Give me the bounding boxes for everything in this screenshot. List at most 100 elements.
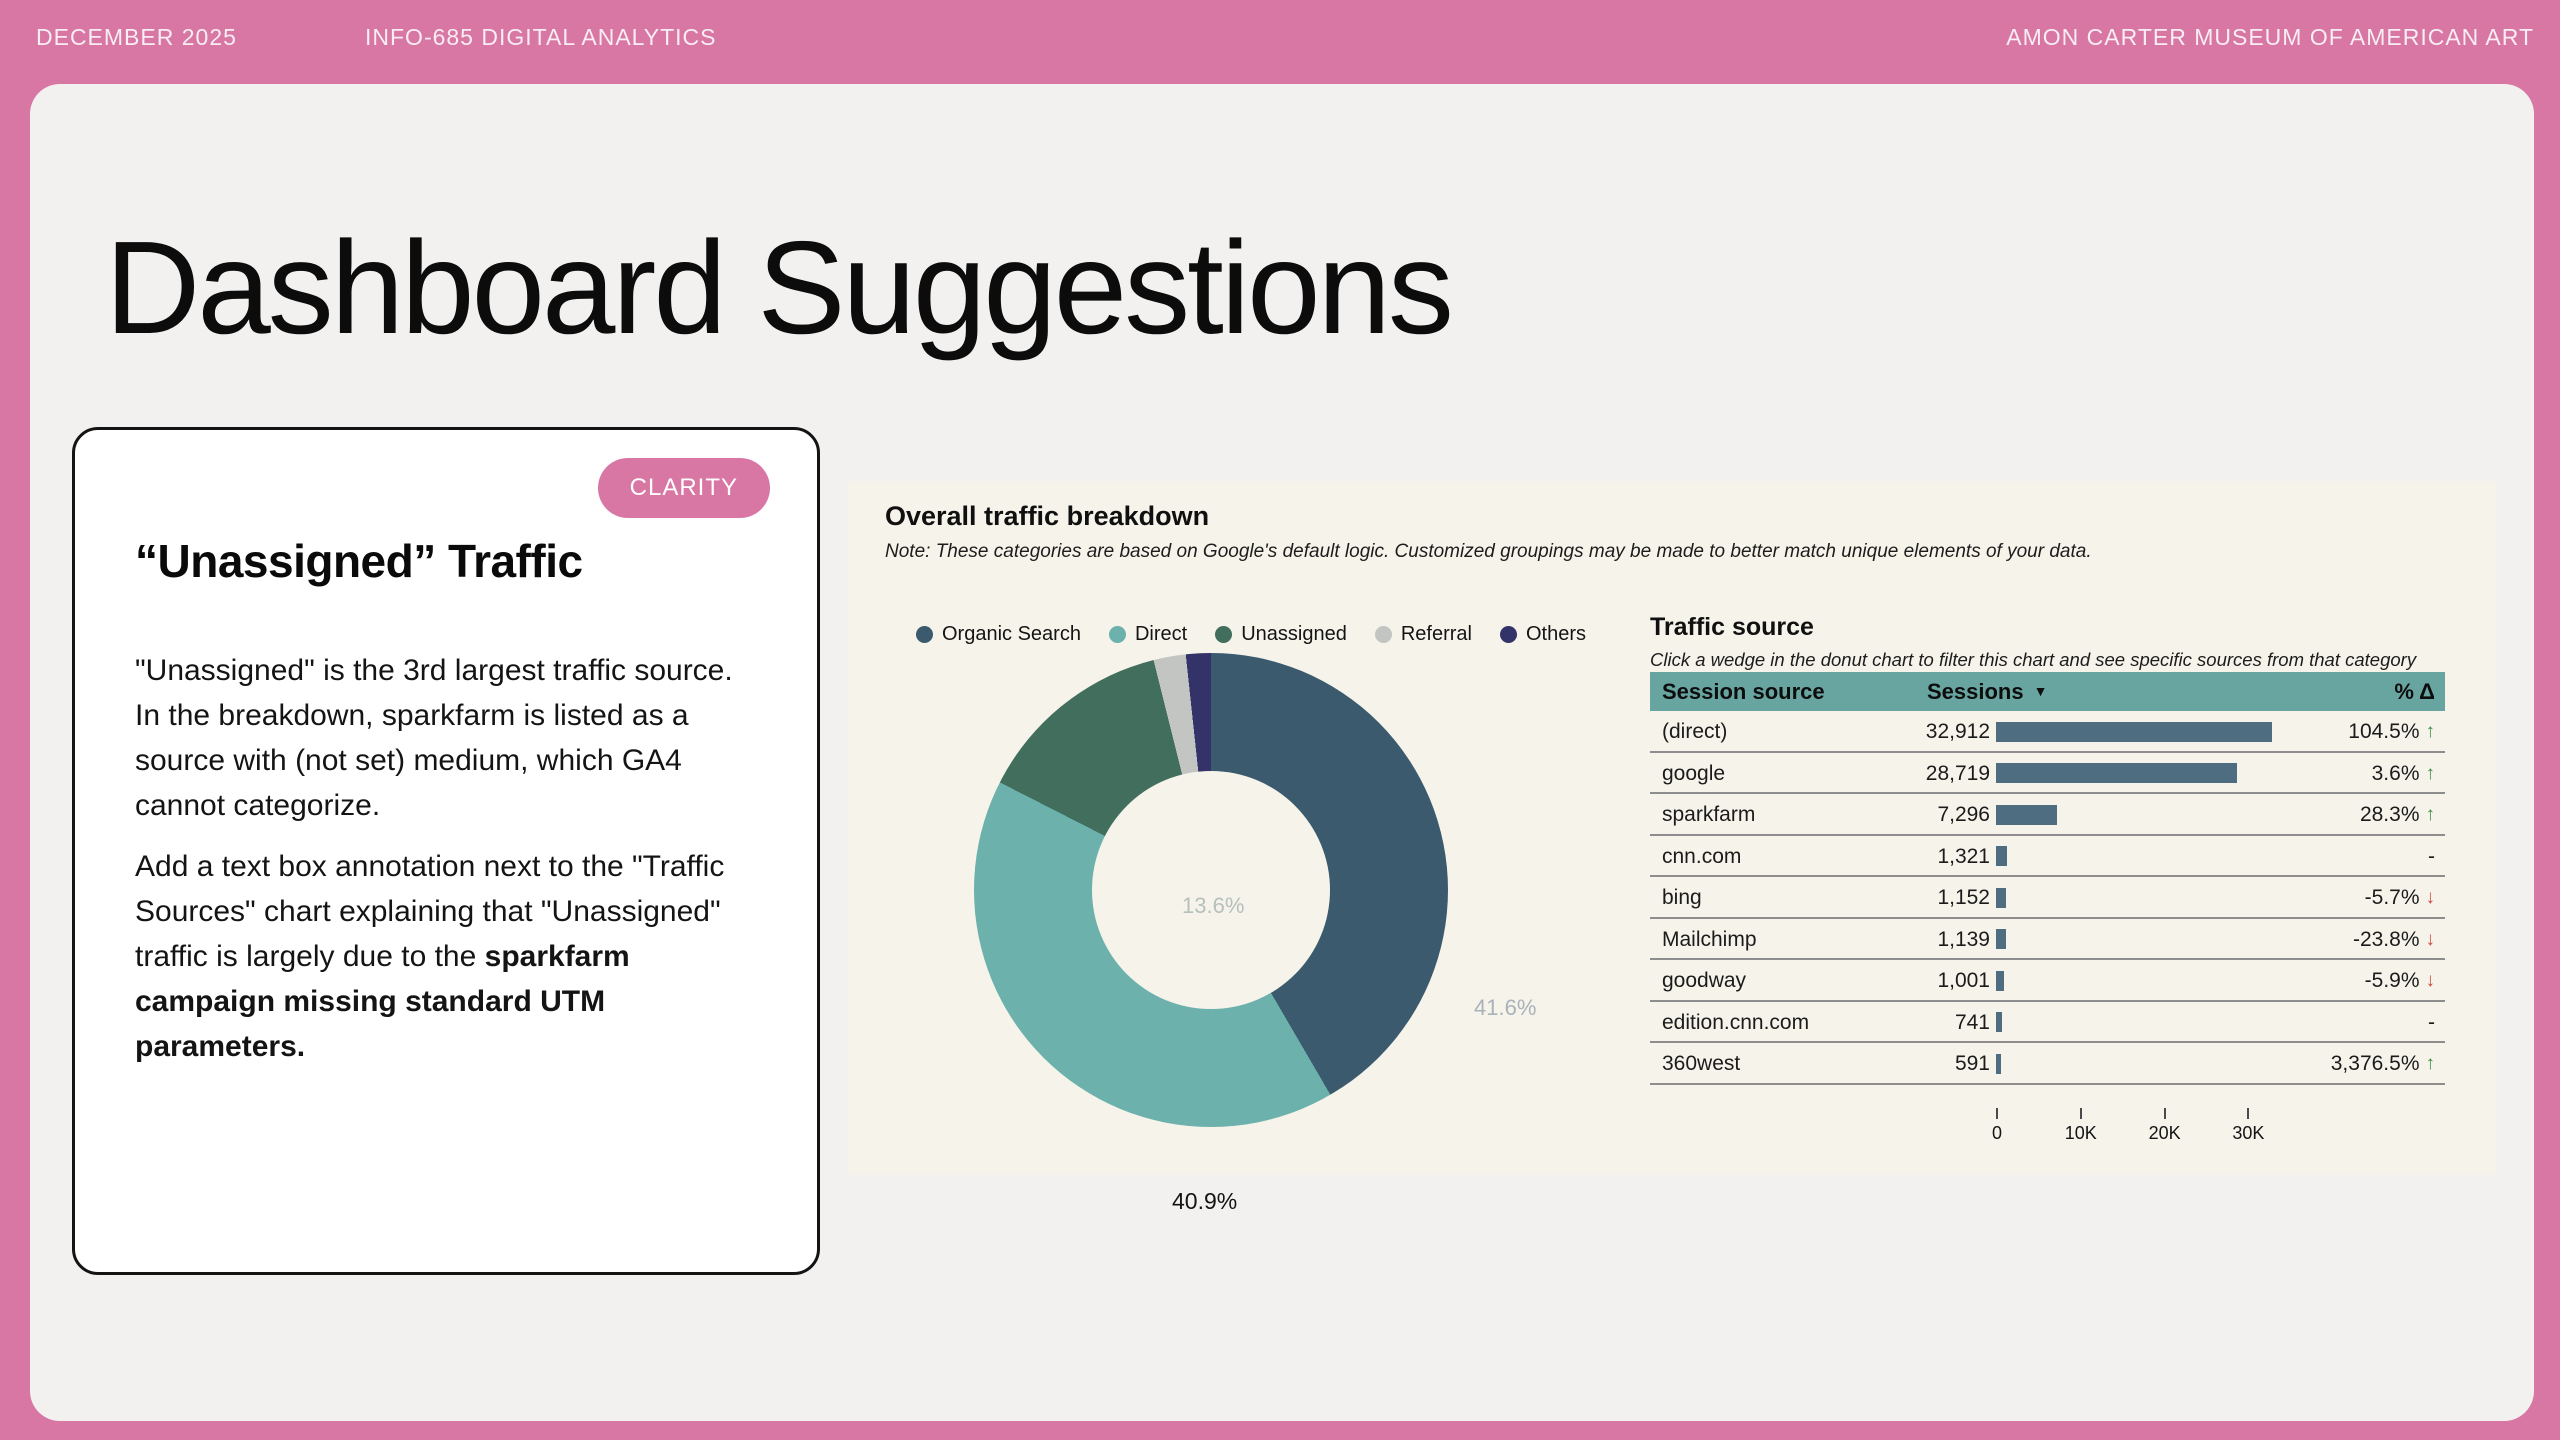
delta-value: -5.7% <box>2364 886 2420 909</box>
donut-legend: Organic Search Direct Unassigned Referra… <box>916 623 1586 646</box>
percent-delta-cell: -23.8% ↓ <box>2353 919 2435 961</box>
sessions-axis: 0 10K 20K 30K <box>1650 1103 2445 1163</box>
suggestion-title: “Unassigned” Traffic <box>135 535 583 587</box>
sessions-bar <box>1996 846 2008 866</box>
percent-delta-cell: -5.7% ↓ <box>2365 877 2435 919</box>
dashboard-title: Overall traffic breakdown <box>885 501 1210 531</box>
sessions-value-cell: 1,152 <box>1937 886 1990 909</box>
delta-value: 3,376.5% <box>2330 1052 2420 1075</box>
sessions-bar <box>1996 804 2058 825</box>
delta-value: 28.3% <box>2359 803 2420 826</box>
legend-item[interactable]: Referral <box>1374 623 1472 646</box>
table-row[interactable]: cnn.com 1,321 - <box>1650 836 2445 877</box>
page-title: Dashboard Suggestions <box>105 214 1454 361</box>
legend-label: Direct <box>1134 623 1188 645</box>
legend-label: Unassigned <box>1241 623 1347 645</box>
percent-delta-cell: 3,376.5% ↑ <box>2331 1043 2435 1085</box>
table-row[interactable]: edition.cnn.com 741 - <box>1650 1002 2445 1043</box>
session-source-cell: 360west <box>1662 1052 1741 1075</box>
delta-value: -23.8% <box>2352 927 2420 951</box>
column-header-sessions[interactable]: Sessions ▼ <box>1927 672 2047 711</box>
banner-institution: AMON CARTER MUSEUM OF AMERICAN ART <box>2006 24 2534 50</box>
trend-arrow-icon: ↓ <box>2425 887 2436 908</box>
trend-arrow-icon: ↓ <box>2425 928 2436 950</box>
sessions-value-cell: 7,296 <box>1937 803 1990 826</box>
session-source-cell: cnn.com <box>1662 844 1742 868</box>
column-header-percent-delta: % Δ <box>2394 679 2435 704</box>
donut-chart[interactable]: 41.6% 40.9% 13.6% <box>974 653 1536 1214</box>
session-source-cell: google <box>1662 761 1726 785</box>
legend-item[interactable]: Others <box>1499 623 1586 646</box>
slide-canvas: Dashboard Suggestions CLARITY “Unassigne… <box>30 84 2534 1421</box>
delta-value: 3.6% <box>2371 761 2420 785</box>
legend-item[interactable]: Organic Search <box>916 623 1081 646</box>
legend-color-dot <box>1499 626 1517 643</box>
sessions-header-label: Sessions <box>1927 679 2024 704</box>
table-header-row: Session source Sessions ▼ % Δ <box>1650 672 2445 711</box>
suggestion-paragraph-1: "Unassigned" is the 3rd largest traffic … <box>135 654 733 822</box>
sessions-bar <box>1996 970 2005 991</box>
legend-color-dot <box>1215 626 1233 643</box>
suggestion-paragraph-2: Add a text box annotation next to the "T… <box>135 844 765 1069</box>
donut-label-organic-search: 41.6% <box>1474 995 1537 1020</box>
suggestion-card: CLARITY “Unassigned” Traffic "Unassigned… <box>72 427 820 1275</box>
table-row[interactable]: google 28,719 3.6% ↑ <box>1650 753 2445 795</box>
delta-value: 104.5% <box>2348 720 2420 743</box>
axis-tick-mark <box>2247 1108 2250 1119</box>
sessions-value-cell: 1,321 <box>1937 844 1990 868</box>
table-row[interactable]: bing 1,152 -5.7% ↓ <box>1650 877 2445 919</box>
donut-label-direct: 40.9% <box>1172 1188 1238 1214</box>
axis-tick-label: 20K <box>2148 1123 2181 1143</box>
legend-label: Organic Search <box>942 623 1081 645</box>
dashboard-panel: Overall traffic breakdown Note: These ca… <box>848 481 2496 1214</box>
axis-tick-mark <box>1996 1108 1998 1119</box>
delta-value: - <box>2428 844 2435 868</box>
traffic-source-section: Traffic source Click a wedge in the donu… <box>1650 611 2445 1171</box>
sessions-value-cell: 32,912 <box>1925 720 1990 743</box>
delta-value: -5.9% <box>2364 969 2420 992</box>
traffic-source-title: Traffic source <box>1650 613 1814 641</box>
sessions-value-cell: 1,139 <box>1937 927 1990 951</box>
percent-delta-cell: 28.3% ↑ <box>2360 794 2435 836</box>
trend-arrow-icon: ↑ <box>2425 721 2436 742</box>
table-row[interactable]: 360west 591 3,376.5% ↑ <box>1650 1043 2445 1085</box>
sessions-value-cell: 1,001 <box>1937 969 1990 992</box>
table-body: (direct) 32,912 104.5% ↑ google 28,719 3… <box>1650 711 2445 1085</box>
suggestion-body: "Unassigned" is the 3rd largest traffic … <box>135 648 765 1085</box>
table-row[interactable]: sparkfarm 7,296 28.3% ↑ <box>1650 794 2445 836</box>
table-row[interactable]: Mailchimp 1,139 -23.8% ↓ <box>1650 919 2445 961</box>
column-header-session-source: Session source <box>1662 679 1825 704</box>
percent-delta-cell: 3.6% ↑ <box>2372 753 2435 795</box>
session-source-cell: (direct) <box>1662 720 1728 743</box>
session-source-cell: Mailchimp <box>1662 927 1757 951</box>
donut-label-unassigned: 13.6% <box>1182 893 1245 918</box>
legend-item[interactable]: Unassigned <box>1215 623 1347 646</box>
legend-item[interactable]: Direct <box>1108 623 1188 646</box>
session-source-cell: edition.cnn.com <box>1662 1010 1810 1034</box>
legend-label: Referral <box>1400 623 1472 645</box>
table-row[interactable]: goodway 1,001 -5.9% ↓ <box>1650 960 2445 1002</box>
traffic-source-subtitle: Click a wedge in the donut chart to filt… <box>1650 649 2417 670</box>
percent-delta-cell: -5.9% ↓ <box>2365 960 2435 1002</box>
percent-delta-cell: 104.5% ↑ <box>2348 711 2435 753</box>
legend-color-dot <box>916 626 933 643</box>
trend-arrow-icon: ↓ <box>2425 970 2436 991</box>
trend-arrow-icon: ↑ <box>2425 762 2436 784</box>
sessions-value-cell: 28,719 <box>1925 761 1990 785</box>
trend-arrow-icon: ↑ <box>2425 804 2436 825</box>
session-source-cell: sparkfarm <box>1662 803 1756 826</box>
axis-tick-label: 30K <box>2232 1123 2265 1143</box>
sessions-bar <box>1996 1053 2001 1074</box>
table-row[interactable]: (direct) 32,912 104.5% ↑ <box>1650 711 2445 753</box>
suggestion-paragraph-2-bold: sparkfarm campaign missing standard UTM … <box>135 940 630 1063</box>
axis-tick-label: 0 <box>1991 1123 2003 1143</box>
sessions-bar <box>1996 1012 2003 1032</box>
legend-label: Others <box>1525 623 1586 645</box>
axis-tick-mark <box>2079 1108 2082 1119</box>
donut-hole <box>1092 771 1330 1009</box>
sessions-value-cell: 741 <box>1954 1010 1990 1034</box>
banner-course: INFO-685 DIGITAL ANALYTICS <box>365 24 717 50</box>
sessions-bar <box>1996 721 2272 742</box>
suggestion-paragraph-2-text: Add a text box annotation next to the "T… <box>135 850 725 973</box>
legend-color-dot <box>1108 626 1126 643</box>
